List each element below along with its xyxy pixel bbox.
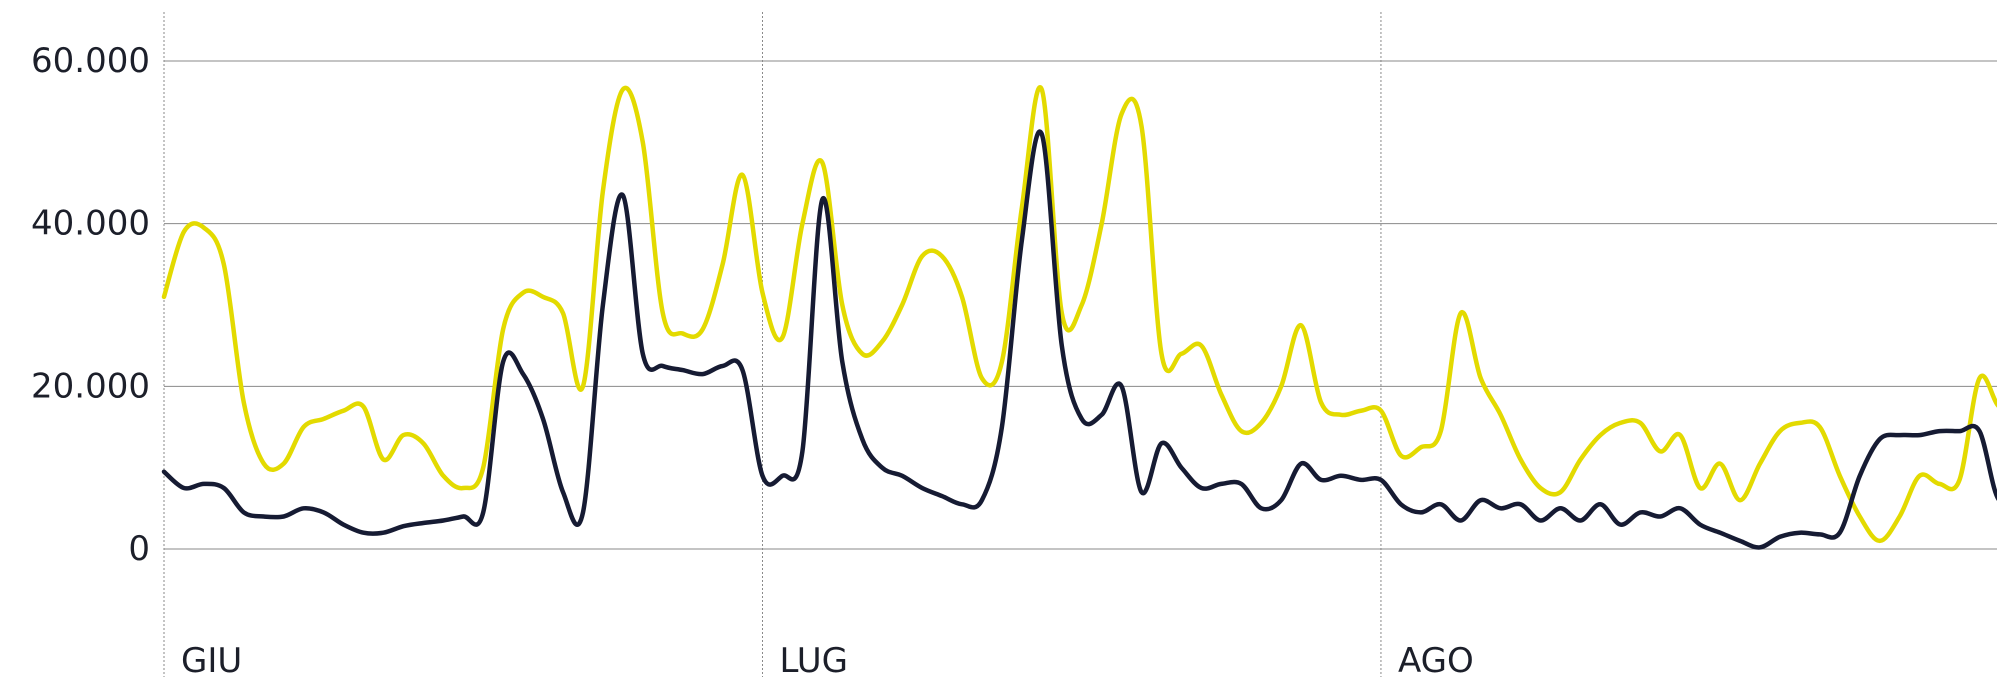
series-lines — [161, 85, 1997, 550]
month-gridlines — [163, 12, 1382, 677]
y-tick-label: 0 — [128, 529, 150, 569]
series-line-2 — [161, 129, 1997, 550]
y-tick-label: 60.000 — [31, 41, 150, 81]
y-tick-label: 20.000 — [31, 366, 150, 406]
y-axis-tick-labels: 0 20.000 40.000 60.000 — [31, 41, 150, 569]
x-axis-month-labels: GIULUGAGOSET — [181, 641, 1474, 677]
y-tick-label: 40.000 — [31, 204, 150, 244]
series-line-1 — [161, 85, 1997, 544]
x-tick-label: LUG — [780, 641, 848, 677]
x-tick-label: AGO — [1398, 641, 1474, 677]
x-tick-label: GIU — [181, 641, 242, 677]
horizontal-gridlines — [164, 60, 1997, 550]
